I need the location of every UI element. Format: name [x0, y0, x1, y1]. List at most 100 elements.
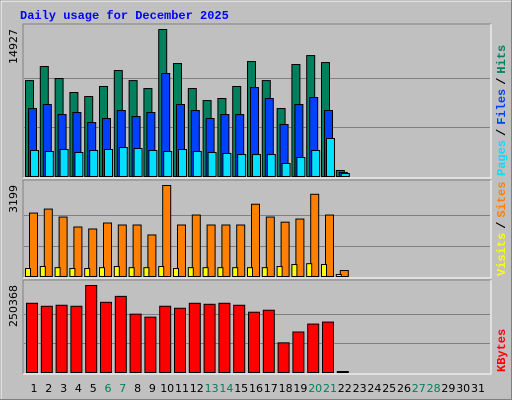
x-tick-label: 30 — [456, 382, 470, 395]
bar — [88, 228, 98, 277]
bar — [40, 305, 53, 374]
y-tick-label: 14927 — [7, 29, 20, 64]
x-tick-label: 18 — [279, 382, 293, 395]
bar — [280, 221, 290, 277]
legend: KBytes — [495, 329, 509, 372]
bar — [296, 156, 306, 177]
panel-bevel — [22, 179, 491, 278]
bar — [321, 264, 327, 278]
x-tick-label: 7 — [119, 382, 126, 395]
x-tick-label: 9 — [149, 382, 156, 395]
bar — [144, 316, 157, 373]
bar — [221, 224, 231, 278]
legend: Visits / Sites — [495, 182, 509, 276]
bar — [217, 267, 224, 277]
bar — [281, 163, 291, 177]
bar — [114, 295, 127, 373]
bar — [44, 150, 54, 177]
bar — [173, 268, 179, 277]
bar — [117, 224, 127, 278]
x-tick-label: 31 — [471, 382, 485, 395]
panel-bevel — [22, 279, 491, 374]
legend-entry: Sites — [495, 182, 509, 218]
bar — [247, 267, 253, 277]
bar — [202, 267, 209, 277]
bar — [26, 302, 38, 374]
bar — [310, 193, 320, 277]
bar — [206, 224, 216, 278]
panel-bevel — [23, 180, 492, 279]
legend-separator: / — [495, 222, 509, 229]
bar — [158, 266, 165, 277]
bar — [187, 267, 194, 277]
bar — [118, 147, 128, 177]
x-tick-label: 15 — [234, 382, 248, 395]
panel-bevel — [23, 280, 492, 375]
bar — [174, 307, 186, 374]
y-tick-label: 250368 — [7, 285, 20, 327]
bar — [322, 321, 334, 373]
bar — [100, 301, 112, 373]
legend: Pages / Files / Hits — [495, 45, 509, 176]
bar — [39, 266, 46, 277]
bar — [192, 150, 202, 177]
bar — [55, 304, 68, 374]
bar — [326, 137, 335, 177]
bar — [148, 150, 158, 178]
bar — [222, 152, 232, 178]
bar — [84, 268, 91, 277]
chart-title: Daily usage for December 2025 — [20, 9, 229, 23]
x-tick-label: 8 — [134, 382, 141, 395]
legend-separator: / — [495, 129, 509, 136]
bar — [336, 371, 349, 374]
bar — [178, 149, 187, 177]
bar — [73, 226, 83, 277]
bar — [89, 150, 99, 178]
x-tick-label: 20 — [308, 382, 322, 395]
bar — [58, 216, 68, 277]
x-tick-label: 3 — [60, 382, 67, 395]
x-tick-label: 13 — [205, 382, 219, 395]
x-tick-label: 16 — [249, 382, 263, 395]
x-tick-label: 27 — [412, 382, 426, 395]
bar — [30, 150, 39, 178]
bar — [162, 185, 172, 277]
bar — [99, 267, 105, 277]
legend-entry: Files — [495, 89, 509, 125]
bar — [236, 224, 246, 278]
bar — [129, 313, 142, 373]
x-tick-label: 19 — [293, 382, 307, 395]
x-tick-label: 6 — [105, 382, 112, 395]
bar — [70, 305, 83, 374]
x-tick-label: 5 — [90, 382, 97, 395]
bar — [276, 266, 283, 277]
x-tick-label: 17 — [264, 382, 278, 395]
x-tick-label: 21 — [323, 382, 337, 395]
bar — [207, 151, 217, 177]
bar — [233, 304, 246, 374]
x-tick-label: 11 — [175, 382, 189, 395]
bar — [74, 151, 84, 177]
bar — [147, 234, 157, 278]
bar — [335, 274, 342, 278]
x-tick-label: 4 — [75, 382, 82, 395]
bar — [340, 173, 350, 178]
bar — [113, 266, 120, 277]
bar — [59, 149, 69, 177]
x-tick-label: 29 — [441, 382, 455, 395]
bar — [177, 224, 186, 278]
panel-bevel — [22, 23, 491, 178]
bar — [237, 154, 247, 177]
bar — [251, 203, 260, 277]
legend-entry: Visits — [495, 233, 509, 276]
bar — [339, 270, 349, 277]
bar — [218, 302, 231, 374]
bar — [104, 149, 113, 177]
bar — [295, 218, 305, 278]
bar — [248, 311, 260, 374]
bar — [143, 267, 150, 277]
x-tick-label: 22 — [338, 382, 352, 395]
